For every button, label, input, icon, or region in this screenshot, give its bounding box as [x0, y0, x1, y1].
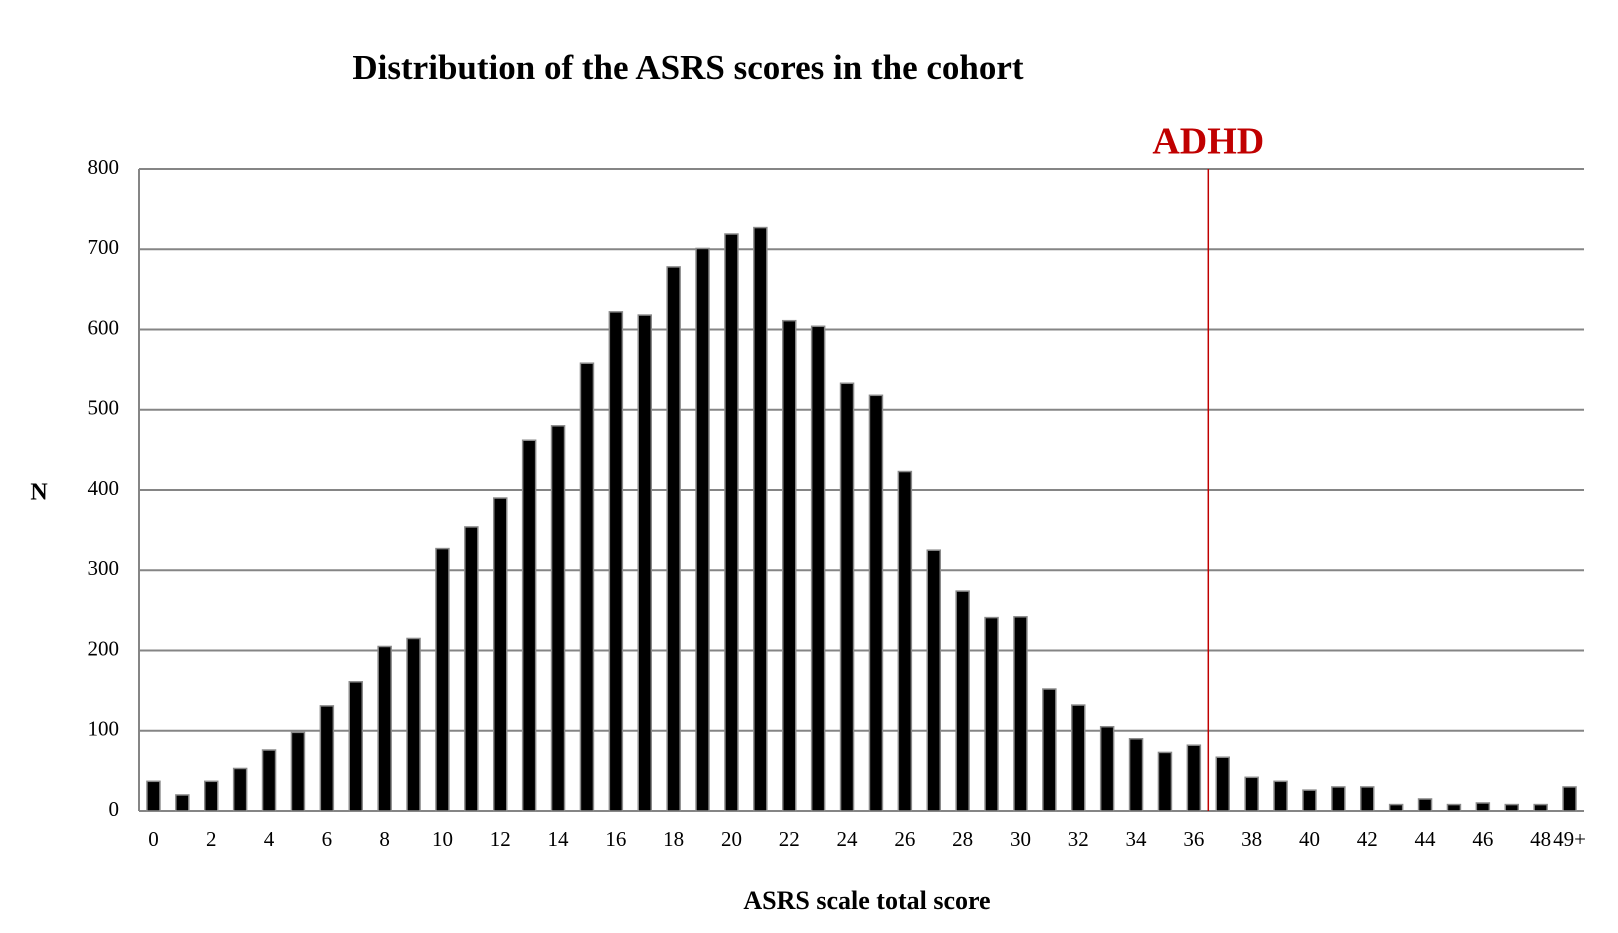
- x-tick-label: 40: [1299, 827, 1320, 851]
- x-tick-label: 24: [837, 827, 859, 851]
- bar: [492, 497, 508, 812]
- y-tick-label: 800: [88, 155, 120, 179]
- bar: [1446, 803, 1462, 812]
- bar: [897, 470, 913, 812]
- bar: [348, 681, 364, 812]
- y-tick-label: 300: [88, 556, 120, 580]
- bar: [406, 637, 421, 812]
- x-tick-label: 12: [490, 827, 511, 851]
- x-tick-label: 46: [1472, 827, 1493, 851]
- y-tick-label: 0: [109, 797, 120, 821]
- bar: [146, 780, 161, 812]
- bar: [521, 439, 537, 812]
- bar: [1562, 786, 1577, 812]
- x-tick-label: 2: [206, 827, 217, 851]
- x-tick-label: 18: [663, 827, 684, 851]
- bar: [290, 731, 306, 812]
- bar: [579, 362, 595, 812]
- y-tick-label: 600: [88, 315, 120, 339]
- bar: [1504, 803, 1520, 812]
- bar: [724, 233, 739, 812]
- bar: [1533, 803, 1548, 812]
- bar: [637, 314, 653, 812]
- x-tick-label: 30: [1010, 827, 1031, 851]
- bar: [261, 749, 277, 812]
- x-tick-label: 42: [1357, 827, 1378, 851]
- bar: [1331, 786, 1346, 812]
- bar: [1302, 789, 1317, 812]
- x-tick-label: 22: [779, 827, 800, 851]
- bar: [984, 616, 999, 812]
- y-tick-label: 400: [88, 476, 120, 500]
- x-tick-label: 14: [548, 827, 570, 851]
- bar: [1244, 776, 1259, 812]
- x-tick-label: 32: [1068, 827, 1089, 851]
- x-tick-label: 26: [894, 827, 915, 851]
- bar: [1417, 798, 1433, 812]
- x-tick-label: 4: [264, 827, 275, 851]
- x-tick-label: 20: [721, 827, 742, 851]
- bar: [666, 266, 681, 812]
- bar: [1042, 688, 1057, 812]
- x-tick-label: 48: [1530, 827, 1551, 851]
- bar: [753, 226, 768, 812]
- bar: [550, 425, 566, 812]
- bar: [695, 247, 710, 812]
- bar: [464, 526, 479, 812]
- chart-title: Distribution of the ASRS scores in the c…: [352, 48, 1024, 87]
- x-tick-label: 44: [1415, 827, 1437, 851]
- bar: [868, 394, 884, 812]
- bar: [319, 705, 335, 812]
- bar: [1215, 756, 1231, 812]
- x-tick-label: 36: [1183, 827, 1204, 851]
- bar: [608, 311, 624, 812]
- bar: [377, 645, 392, 812]
- x-tick-label: 16: [605, 827, 626, 851]
- y-tick-label: 500: [88, 396, 120, 420]
- x-tick-label: 38: [1241, 827, 1262, 851]
- annotation: ADHD: [1152, 121, 1264, 163]
- bar: [435, 547, 450, 812]
- bar: [1128, 738, 1144, 812]
- bar: [1099, 725, 1115, 812]
- bar: [1475, 802, 1491, 812]
- bar: [955, 590, 970, 812]
- bar: [926, 549, 942, 812]
- bar: [1186, 744, 1202, 812]
- bar: [839, 382, 855, 812]
- x-tick-label: 49+: [1553, 827, 1586, 851]
- x-tick-label: 34: [1126, 827, 1148, 851]
- bar: [810, 325, 826, 812]
- bar: [232, 767, 248, 812]
- bar: [175, 794, 190, 812]
- x-axis-label: ASRS scale total score: [743, 886, 990, 915]
- bar: [1359, 786, 1375, 812]
- x-tick-label: 0: [148, 827, 159, 851]
- x-tick-label: 28: [952, 827, 973, 851]
- bar: [203, 780, 219, 812]
- bar: [1388, 803, 1404, 812]
- x-tick-label: 10: [432, 827, 453, 851]
- bar: [1273, 780, 1288, 812]
- y-tick-label: 700: [88, 235, 120, 259]
- bar: [1013, 616, 1028, 812]
- bar: [1070, 704, 1086, 812]
- y-tick-label: 200: [88, 636, 120, 660]
- y-tick-label: 100: [88, 717, 120, 741]
- x-tick-label: 8: [379, 827, 390, 851]
- bar: [781, 319, 797, 812]
- x-tick-label: 6: [322, 827, 333, 851]
- bar: [1157, 751, 1173, 812]
- y-axis-label: N: [30, 480, 48, 506]
